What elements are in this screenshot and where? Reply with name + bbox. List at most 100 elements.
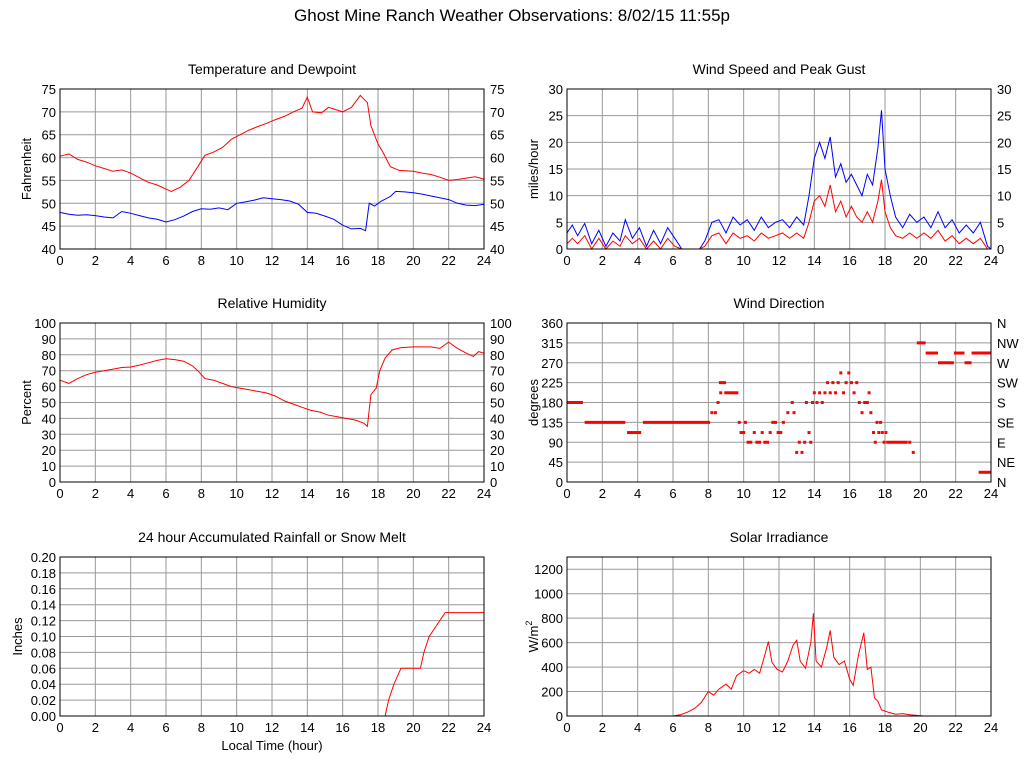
wind-direction-point <box>884 431 888 435</box>
wind-direction-point <box>812 391 816 395</box>
right-tick-label: 40 <box>490 242 504 257</box>
wind-direction-point <box>713 411 717 415</box>
right-tick-label: SW <box>997 376 1019 391</box>
x-tick-label: 6 <box>669 486 676 501</box>
x-tick-label: 16 <box>335 486 349 501</box>
x-tick-label: 0 <box>563 253 570 268</box>
right-tick-label: 60 <box>490 380 504 395</box>
rainfall-plot-frame <box>59 556 485 717</box>
wind_direction-plot-frame <box>566 322 992 483</box>
wind-direction-point <box>781 420 785 424</box>
y-tick-label: 270 <box>541 356 563 371</box>
right-tick-label: 20 <box>997 135 1011 150</box>
y-tick-label: 15 <box>549 162 563 177</box>
wind-direction-point <box>902 440 906 444</box>
wind-direction-point <box>818 391 822 395</box>
y-tick-label: 70 <box>42 105 56 120</box>
wind-direction-point <box>849 381 853 385</box>
y-tick-label: 0.18 <box>31 566 56 581</box>
wind-direction-point <box>852 391 856 395</box>
rainfall-series-line <box>60 612 484 717</box>
x-tick-label: 14 <box>300 720 314 735</box>
y-tick-label: 0.02 <box>31 693 56 708</box>
wind-direction-point <box>766 440 770 444</box>
y-tick-label: 55 <box>42 173 56 188</box>
wind-direction-point <box>869 411 873 415</box>
x-tick-label: 18 <box>878 486 892 501</box>
x-tick-label: 24 <box>984 720 998 735</box>
wind-direction-point <box>746 440 750 444</box>
wind-direction-point <box>891 440 895 444</box>
y-tick-label: 90 <box>42 332 56 347</box>
x-tick-label: 2 <box>599 253 606 268</box>
wind-direction-point <box>811 401 815 404</box>
right-tick-label: NW <box>997 336 1019 351</box>
solar-series-line <box>567 613 991 717</box>
y-tick-label: 40 <box>42 411 56 426</box>
x-tick-label: 4 <box>634 486 641 501</box>
wind-direction-point <box>763 440 767 444</box>
y-tick-label: 50 <box>42 396 56 411</box>
y-tick-label: 45 <box>42 219 56 234</box>
wind_speed-plot-frame <box>566 88 992 250</box>
y-tick-label: 10 <box>42 459 56 474</box>
x-tick-label: 6 <box>669 720 676 735</box>
peak_gust-series-line <box>566 110 992 250</box>
wind-direction-point <box>719 391 723 395</box>
y-tick-label: 0.04 <box>31 677 56 692</box>
wind-direction-point <box>886 440 890 444</box>
y-tick-label: 45 <box>549 455 563 470</box>
right-tick-label: 30 <box>490 427 504 442</box>
right-tick-label: 15 <box>997 162 1011 177</box>
y-tick-label: 600 <box>541 636 563 651</box>
y-tick-label: 0.06 <box>31 661 56 676</box>
x-tick-label: 14 <box>807 720 821 735</box>
y-tick-label: 315 <box>541 336 563 351</box>
wind-direction-point <box>899 440 903 444</box>
x-tick-label: 2 <box>599 720 606 735</box>
wind-direction-point <box>908 440 912 444</box>
y-tick-label: 1000 <box>534 587 563 602</box>
right-tick-label: 70 <box>490 105 504 120</box>
wind-direction-point <box>911 450 915 454</box>
wind-direction-point <box>800 450 804 454</box>
x-tick-label: 0 <box>56 253 63 268</box>
x-tick-label: 22 <box>441 720 455 735</box>
y-axis-label: Inches <box>10 617 25 656</box>
x-tick-label: 22 <box>948 253 962 268</box>
wind-direction-point <box>841 391 845 395</box>
wind-direction-point <box>804 401 808 404</box>
x-tick-label: 16 <box>842 720 856 735</box>
y-axis-label: W/m2 <box>524 621 541 653</box>
x-tick-label: 12 <box>772 253 786 268</box>
right-tick-label: 75 <box>490 82 504 97</box>
x-tick-label: 10 <box>736 720 750 735</box>
wind-direction-point <box>836 381 840 385</box>
y-tick-label: 135 <box>541 415 563 430</box>
wind-direction-point <box>863 401 867 404</box>
x-tick-label: 24 <box>984 253 998 268</box>
right-tick-label: 90 <box>490 332 504 347</box>
x-tick-label: 12 <box>772 486 786 501</box>
right-tick-label: 0 <box>997 242 1004 257</box>
wind-direction-point <box>865 401 869 404</box>
y-tick-label: 0 <box>49 475 56 490</box>
x-tick-label: 20 <box>913 253 927 268</box>
x-tick-label: 2 <box>599 486 606 501</box>
x-tick-label: 24 <box>477 720 491 735</box>
y-tick-label: 50 <box>42 196 56 211</box>
wind-direction-point <box>742 431 746 435</box>
wind-direction-point <box>834 391 838 395</box>
wind-direction-point <box>768 431 772 435</box>
wind-direction-point <box>877 431 881 435</box>
wind-direction-point <box>847 371 851 375</box>
x-tick-label: 6 <box>162 720 169 735</box>
right-tick-label: 25 <box>997 109 1011 124</box>
wind-direction-point <box>773 420 777 424</box>
y-axis-label-superscript: 2 <box>524 621 534 626</box>
x-tick-label: 8 <box>198 486 205 501</box>
wind-direction-point <box>867 391 871 395</box>
